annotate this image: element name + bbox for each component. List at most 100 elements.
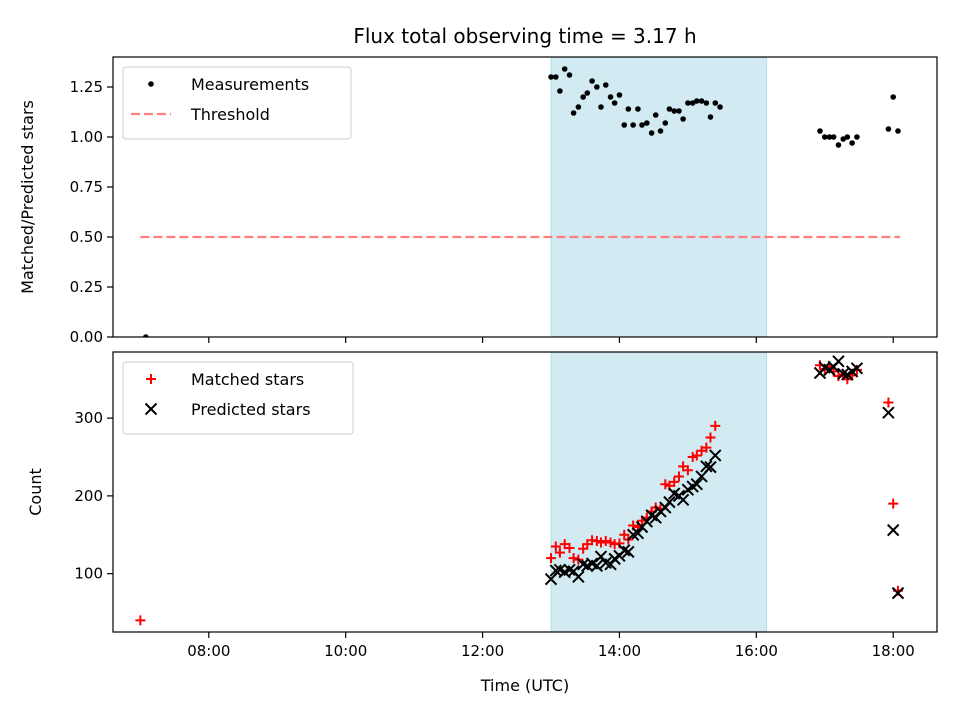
legend-label: Measurements — [191, 75, 309, 94]
predicted-point — [631, 527, 645, 540]
y-tick-label: 100 — [74, 565, 103, 583]
measurement-point — [625, 106, 632, 112]
measurement-point — [630, 122, 636, 128]
legend-label: Matched stars — [191, 370, 304, 389]
predicted-point — [882, 406, 895, 419]
x-tick-label: 18:00 — [872, 642, 915, 660]
measurement-point — [652, 112, 659, 118]
predicted-point — [704, 460, 717, 474]
measurement-point — [895, 128, 901, 134]
shaded-span — [550, 56, 768, 338]
matched-point — [701, 442, 712, 453]
axes-frame — [112, 351, 938, 633]
matched-point — [673, 471, 684, 482]
x-tick-label: 08:00 — [187, 642, 230, 660]
measurement-point — [552, 74, 559, 80]
measurement-point — [698, 98, 705, 104]
measurement-point — [712, 100, 719, 106]
x-tick-label: 14:00 — [598, 642, 641, 660]
legend-swatch — [146, 374, 156, 384]
measurement-point — [566, 72, 573, 78]
y-tick-label: 300 — [74, 409, 103, 427]
measurement-point — [703, 100, 710, 106]
measurement-point — [598, 104, 604, 110]
measurement-point — [693, 98, 700, 104]
measurement-point — [548, 74, 554, 80]
predicted-point — [563, 563, 576, 576]
matched-point — [883, 397, 894, 408]
plot-area — [140, 66, 901, 337]
measurement-point — [594, 84, 600, 90]
measurement-point — [817, 128, 823, 134]
measurement-point — [635, 106, 641, 112]
legend-box — [122, 361, 354, 435]
shaded-span — [550, 351, 768, 633]
matched-point — [888, 498, 899, 509]
matched-point — [135, 615, 146, 626]
matched-point — [554, 547, 565, 558]
predicted-point — [832, 355, 845, 368]
y-tick-label: 0.75 — [70, 178, 103, 196]
measurement-point — [570, 110, 577, 116]
chart-title: Flux total observing time = 3.17 h — [353, 24, 696, 48]
measurement-point — [835, 142, 842, 148]
predicted-point — [690, 478, 703, 491]
measurement-point — [707, 114, 714, 120]
legend-swatch — [148, 81, 154, 87]
predicted-point — [700, 460, 713, 473]
axes-frame — [112, 56, 938, 338]
x-axis-label: Time (UTC) — [480, 676, 569, 695]
y-tick-label: 1.25 — [70, 78, 103, 96]
measurement-point — [143, 334, 149, 337]
measurement-point — [849, 140, 855, 146]
predicted-point — [663, 495, 676, 509]
measurement-point — [826, 134, 833, 140]
measurement-point — [557, 88, 563, 94]
ratio-panel: 0.00 0.25 0.50 0.75 1.00 1.25 Matched/Predicte… — [18, 56, 938, 346]
matched-point — [568, 553, 579, 564]
measurement-point — [685, 100, 691, 106]
predicted-point — [590, 559, 604, 573]
legend: Measurements Threshold — [122, 66, 352, 140]
matched-point — [705, 432, 716, 443]
predicted-point — [618, 544, 631, 557]
measurement-point — [717, 104, 723, 110]
y-axis-label: Matched/Predicted stars — [18, 100, 37, 294]
x-tick-label: 10:00 — [324, 642, 367, 660]
measurement-point — [621, 122, 628, 128]
matched-point — [550, 541, 561, 552]
matched-point — [682, 465, 693, 476]
matched-point — [669, 476, 680, 487]
measurement-point — [671, 108, 677, 114]
measurement-point — [616, 92, 623, 98]
measurement-point — [830, 134, 837, 140]
predicted-point — [850, 362, 864, 375]
measurement-point — [611, 100, 618, 106]
measurement-point — [607, 94, 614, 100]
predicted-point — [640, 515, 654, 528]
measurement-point — [680, 116, 686, 122]
measurement-point — [580, 94, 586, 100]
predicted-point — [676, 493, 690, 506]
legend: Matched stars Predicted stars — [122, 361, 354, 435]
predicted-point — [886, 523, 900, 537]
matched-point — [546, 553, 557, 564]
predicted-point — [891, 586, 905, 600]
matched-point — [710, 420, 721, 431]
measurement-point — [662, 120, 669, 126]
predicted-point — [709, 449, 722, 462]
measurement-point — [602, 82, 609, 88]
measurement-point — [885, 126, 892, 132]
y-axis-label: Count — [26, 468, 45, 516]
legend-label: Threshold — [190, 105, 270, 124]
legend-swatch — [144, 402, 158, 416]
measurement-point — [648, 130, 655, 136]
measurement-point — [589, 78, 595, 84]
predicted-point — [649, 511, 662, 524]
measurement-point — [890, 94, 896, 100]
matched-point — [564, 543, 575, 553]
measurement-point — [666, 106, 673, 112]
measurement-point — [821, 134, 828, 140]
predicted-point — [837, 367, 850, 380]
